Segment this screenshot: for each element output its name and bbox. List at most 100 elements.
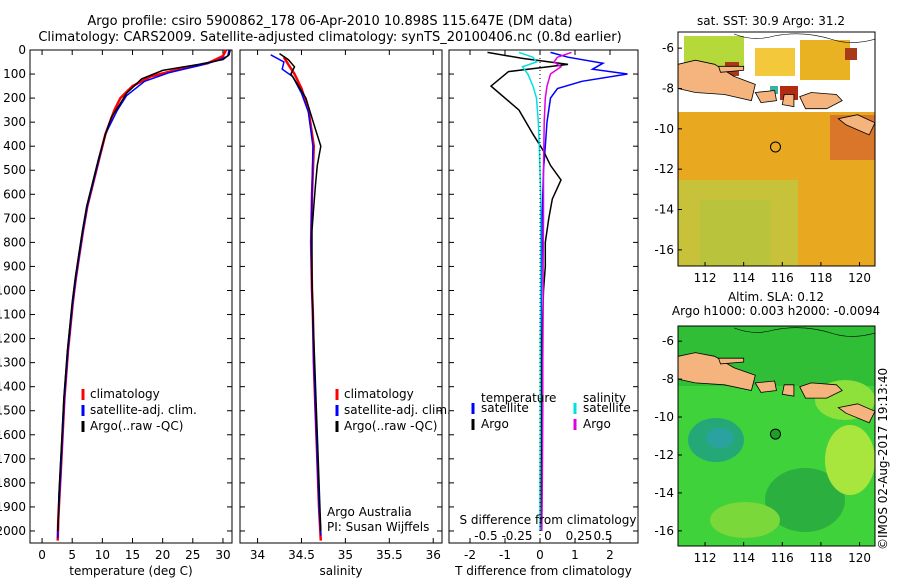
legend-title-temperature: temperature	[481, 391, 556, 405]
map-x-tick-label: 118	[809, 551, 832, 565]
series-line-difference-0	[539, 51, 628, 531]
series-line-temperature-0	[56, 49, 228, 541]
map-x-tick-label: 118	[809, 271, 832, 285]
map-x-tick-label: 116	[771, 271, 794, 285]
legend-label-salinity: Argo(..raw -QC)	[344, 419, 437, 433]
y-tick-label: 900	[3, 259, 26, 273]
coastline	[733, 33, 875, 43]
plot-frame-salinity	[239, 49, 443, 544]
map-frame-sst_map	[677, 31, 876, 267]
map-x-tick-label: 112	[694, 271, 717, 285]
legend-label-temperature: Argo(..raw -QC)	[90, 419, 183, 433]
s-tick-label: -0.25	[501, 529, 532, 543]
x-tick-label-difference: -2	[464, 548, 476, 562]
map-field-patch	[770, 86, 778, 94]
legend-title-salinity: salinity	[583, 391, 626, 405]
land-polygon	[754, 380, 777, 393]
s-tick-label: 0	[544, 529, 552, 543]
map-field-patch	[800, 40, 850, 80]
map-y-tick-label: -10	[654, 122, 674, 136]
s-tick-label: -0.5	[474, 529, 497, 543]
map-y-tick-label: -12	[654, 162, 674, 176]
map-x-tick-label: 116	[771, 551, 794, 565]
map-sst_map	[677, 31, 876, 267]
map-y-tick-label: -12	[654, 448, 674, 462]
legend-label-temperature: satellite-adj. clim.	[90, 403, 197, 417]
imos-credit: ©IMOS 02-Aug-2017 19:13:40	[876, 367, 890, 550]
x-tick-label-temperature: 30	[215, 548, 230, 562]
series-line-difference-2	[518, 51, 542, 531]
y-tick-label: 800	[3, 235, 26, 249]
map-y-tick-label: -6	[662, 41, 674, 55]
argo-location-marker-sst	[769, 141, 781, 153]
y-tick-label: 1500	[0, 404, 26, 418]
map-field-patch	[825, 425, 875, 495]
land-polygon	[799, 92, 843, 110]
legend-label-difference: satellite	[583, 401, 631, 415]
coastline	[733, 327, 875, 337]
land-polygon	[837, 114, 875, 136]
y-tick-label: 700	[3, 211, 26, 225]
x-tick-label-salinity: 34.5	[288, 548, 315, 562]
plot-frame-temperature	[29, 49, 233, 544]
land-polygon	[718, 357, 745, 365]
y-tick-label: 1700	[0, 452, 26, 466]
annotation-argo-australia: Argo Australia	[327, 505, 412, 519]
legend-label-difference: Argo	[583, 417, 611, 431]
x-axis-label-salinity: salinity	[319, 564, 362, 578]
series-line-difference-3	[541, 51, 572, 532]
chart-title-line1: Argo profile: csiro 5900862_178 06-Apr-2…	[87, 14, 573, 29]
legend-label-difference: satellite	[481, 401, 529, 415]
series-line-temperature-2	[56, 49, 231, 532]
map-field-patch	[710, 502, 780, 538]
map-x-tick-label: 120	[848, 271, 871, 285]
series-line-salinity-1	[270, 54, 322, 536]
y-tick-label: 1900	[0, 500, 26, 514]
y-tick-label: 0	[18, 43, 26, 57]
s-tick-label: 0.5	[593, 529, 612, 543]
land-polygon	[718, 65, 745, 73]
map-x-tick-label: 120	[848, 551, 871, 565]
x-tick-label-temperature: 25	[185, 548, 200, 562]
y-tick-label: 200	[3, 91, 26, 105]
legend-label-temperature: climatology	[90, 387, 160, 401]
map-y-tick-label: -8	[662, 372, 674, 386]
x-tick-label-temperature: 0	[38, 548, 46, 562]
y-tick-label: 400	[3, 139, 26, 153]
map-field-patch	[755, 48, 795, 76]
x-axis-label-difference: T difference from climatology	[454, 564, 632, 578]
series-line-difference-1	[487, 51, 569, 532]
argo-location-marker-sla	[769, 428, 781, 440]
map-sla_map	[677, 325, 876, 547]
sla-map-title-line2: Argo h1000: 0.003 h2000: -0.0094	[672, 304, 880, 318]
series-line-salinity-2	[279, 52, 322, 532]
legend-label-salinity: satellite-adj. clim.	[344, 403, 451, 417]
map-x-tick-label: 112	[694, 551, 717, 565]
annotation-pi-name: PI: Susan Wijffels	[327, 520, 429, 534]
map-field-patch	[765, 468, 845, 532]
map-y-tick-label: -10	[654, 410, 674, 424]
map-field-patch	[700, 200, 770, 266]
land-polygon	[799, 382, 843, 399]
y-tick-label: 1200	[0, 332, 26, 346]
map-y-tick-label: -14	[654, 203, 674, 217]
map-frame-sla_map	[677, 325, 876, 547]
x-tick-label-difference: 0	[536, 548, 544, 562]
map-y-tick-label: -14	[654, 486, 674, 500]
y-tick-label: 2000	[0, 524, 26, 538]
x-tick-label-difference: 2	[606, 548, 614, 562]
land-polygon	[781, 94, 795, 108]
map-x-tick-label: 114	[732, 271, 755, 285]
map-y-tick-label: -8	[662, 81, 674, 95]
y-tick-label: 1100	[0, 308, 26, 322]
chart-title-line2: Climatology: CARS2009. Satellite-adjuste…	[38, 30, 622, 45]
legend-label-salinity: climatology	[344, 387, 414, 401]
map-y-tick-label: -16	[654, 243, 674, 257]
legend-label-difference: Argo	[481, 417, 509, 431]
x-tick-label-difference: 1	[571, 548, 579, 562]
y-tick-label: 600	[3, 187, 26, 201]
x-tick-label-temperature: 15	[125, 548, 140, 562]
x-axis-label-top-difference: S difference from climatology	[460, 513, 637, 527]
map-x-tick-label: 114	[732, 551, 755, 565]
